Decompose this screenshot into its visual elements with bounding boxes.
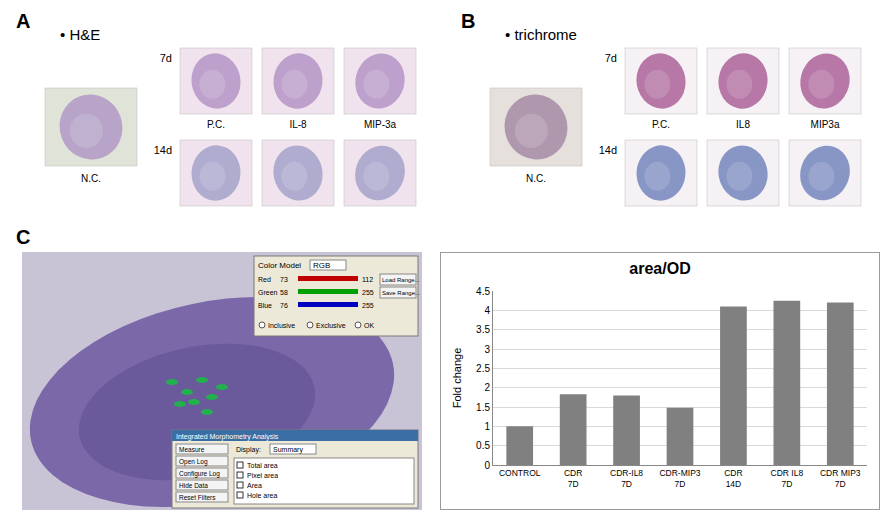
svg-text:MIP3a: MIP3a	[811, 119, 840, 130]
svg-text:Red: Red	[258, 276, 271, 283]
svg-text:MIP-3a: MIP-3a	[364, 119, 397, 130]
svg-text:Hole area: Hole area	[247, 492, 277, 499]
svg-text:CONTROL: CONTROL	[499, 468, 541, 478]
svg-text:Open Log: Open Log	[179, 458, 208, 466]
svg-text:C: C	[16, 226, 30, 248]
svg-text:7d: 7d	[605, 52, 617, 64]
svg-text:Configure Log: Configure Log	[179, 470, 220, 478]
svg-text:OK: OK	[364, 322, 374, 329]
svg-text:IL8: IL8	[736, 119, 750, 130]
svg-text:3.5: 3.5	[476, 324, 490, 335]
svg-text:B: B	[461, 10, 475, 32]
svg-text:Display:: Display:	[236, 446, 261, 454]
svg-text:Measure: Measure	[179, 446, 205, 453]
svg-text:N.C.: N.C.	[81, 173, 101, 184]
svg-text:14d: 14d	[154, 144, 172, 156]
svg-text:P.C.: P.C.	[207, 119, 225, 130]
svg-text:area/OD: area/OD	[629, 260, 690, 277]
svg-text:3: 3	[484, 344, 490, 355]
svg-text:CDR7D: CDR7D	[564, 468, 582, 489]
svg-text:Total area: Total area	[247, 462, 278, 469]
svg-text:0: 0	[484, 460, 490, 471]
svg-text:Save Range...: Save Range...	[382, 290, 420, 296]
svg-text:Color Model: Color Model	[258, 261, 301, 270]
svg-text:Hide Data: Hide Data	[179, 482, 208, 489]
svg-text:CDR-MIP37D: CDR-MIP37D	[659, 468, 700, 489]
svg-text:255: 255	[362, 302, 374, 309]
svg-text:Load Range...: Load Range...	[382, 277, 420, 283]
svg-text:IL-8: IL-8	[289, 119, 307, 130]
svg-text:0.5: 0.5	[476, 440, 490, 451]
svg-text:1: 1	[484, 421, 490, 432]
svg-text:CDR IL87D: CDR IL87D	[771, 468, 804, 489]
svg-text:76: 76	[280, 302, 288, 309]
svg-text:• trichrome: • trichrome	[505, 26, 577, 43]
svg-text:CDR-IL87D: CDR-IL87D	[610, 468, 643, 489]
svg-text:CDR MIP37D: CDR MIP37D	[820, 468, 861, 489]
svg-text:Exclusive: Exclusive	[316, 322, 346, 329]
svg-text:Inclusive: Inclusive	[268, 322, 295, 329]
svg-text:P.C.: P.C.	[652, 119, 670, 130]
svg-text:2: 2	[484, 382, 490, 393]
svg-text:112: 112	[362, 276, 373, 283]
svg-text:• H&E: • H&E	[60, 26, 100, 43]
svg-text:4.5: 4.5	[476, 286, 490, 297]
svg-text:Fold change: Fold change	[451, 348, 463, 409]
svg-text:Reset Filters: Reset Filters	[179, 494, 216, 501]
svg-text:58: 58	[280, 289, 288, 296]
svg-text:CDR14D: CDR14D	[724, 468, 742, 489]
svg-text:RGB: RGB	[313, 261, 330, 270]
svg-text:14d: 14d	[599, 144, 617, 156]
svg-text:73: 73	[280, 276, 288, 283]
svg-text:7d: 7d	[160, 52, 172, 64]
svg-text:N.C.: N.C.	[526, 173, 546, 184]
svg-text:A: A	[16, 10, 30, 32]
svg-text:Summary: Summary	[273, 446, 303, 454]
svg-text:Integrated Morphometry Analysi: Integrated Morphometry Analysis	[176, 433, 279, 441]
svg-text:Pixel area: Pixel area	[247, 472, 278, 479]
svg-text:Blue: Blue	[258, 302, 272, 309]
svg-text:Green: Green	[258, 289, 278, 296]
svg-text:2.5: 2.5	[476, 363, 490, 374]
svg-text:1.5: 1.5	[476, 402, 490, 413]
svg-text:255: 255	[362, 289, 374, 296]
svg-text:Area: Area	[247, 482, 262, 489]
svg-text:4: 4	[484, 305, 490, 316]
